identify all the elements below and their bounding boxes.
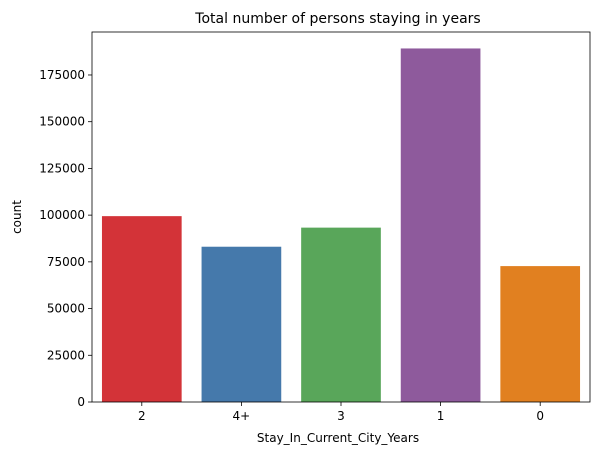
y-tick-label: 125000 bbox=[39, 161, 85, 175]
x-axis-label: Stay_In_Current_City_Years bbox=[257, 431, 419, 445]
x-tick-label: 4+ bbox=[233, 409, 251, 423]
y-axis-label: count bbox=[10, 200, 24, 234]
bar-1 bbox=[400, 48, 481, 403]
y-axis-ticks: 0 25000 50000 75000 100000 125000 150000 175000 bbox=[39, 68, 92, 409]
plot-frame bbox=[91, 31, 591, 403]
y-tick-label: 25000 bbox=[47, 348, 85, 362]
x-axis-ticks: 2 4+ 3 1 0 bbox=[138, 402, 544, 423]
y-tick-label: 0 bbox=[77, 395, 85, 409]
x-tick-label: 3 bbox=[337, 409, 345, 423]
x-tick-label: 0 bbox=[536, 409, 544, 423]
x-tick-label: 2 bbox=[138, 409, 146, 423]
y-tick-label: 100000 bbox=[39, 208, 85, 222]
y-tick-label: 75000 bbox=[47, 255, 85, 269]
bar-0 bbox=[500, 266, 581, 402]
bar-3 bbox=[301, 227, 381, 402]
bar-4+ bbox=[201, 246, 282, 402]
bars-group bbox=[101, 48, 581, 403]
y-tick-label: 50000 bbox=[47, 302, 85, 316]
x-tick-label: 1 bbox=[437, 409, 445, 423]
y-tick-label: 150000 bbox=[39, 115, 85, 129]
chart-title: Total number of persons staying in years bbox=[194, 11, 480, 27]
y-tick-label: 175000 bbox=[39, 68, 85, 82]
bar-2 bbox=[101, 216, 182, 402]
